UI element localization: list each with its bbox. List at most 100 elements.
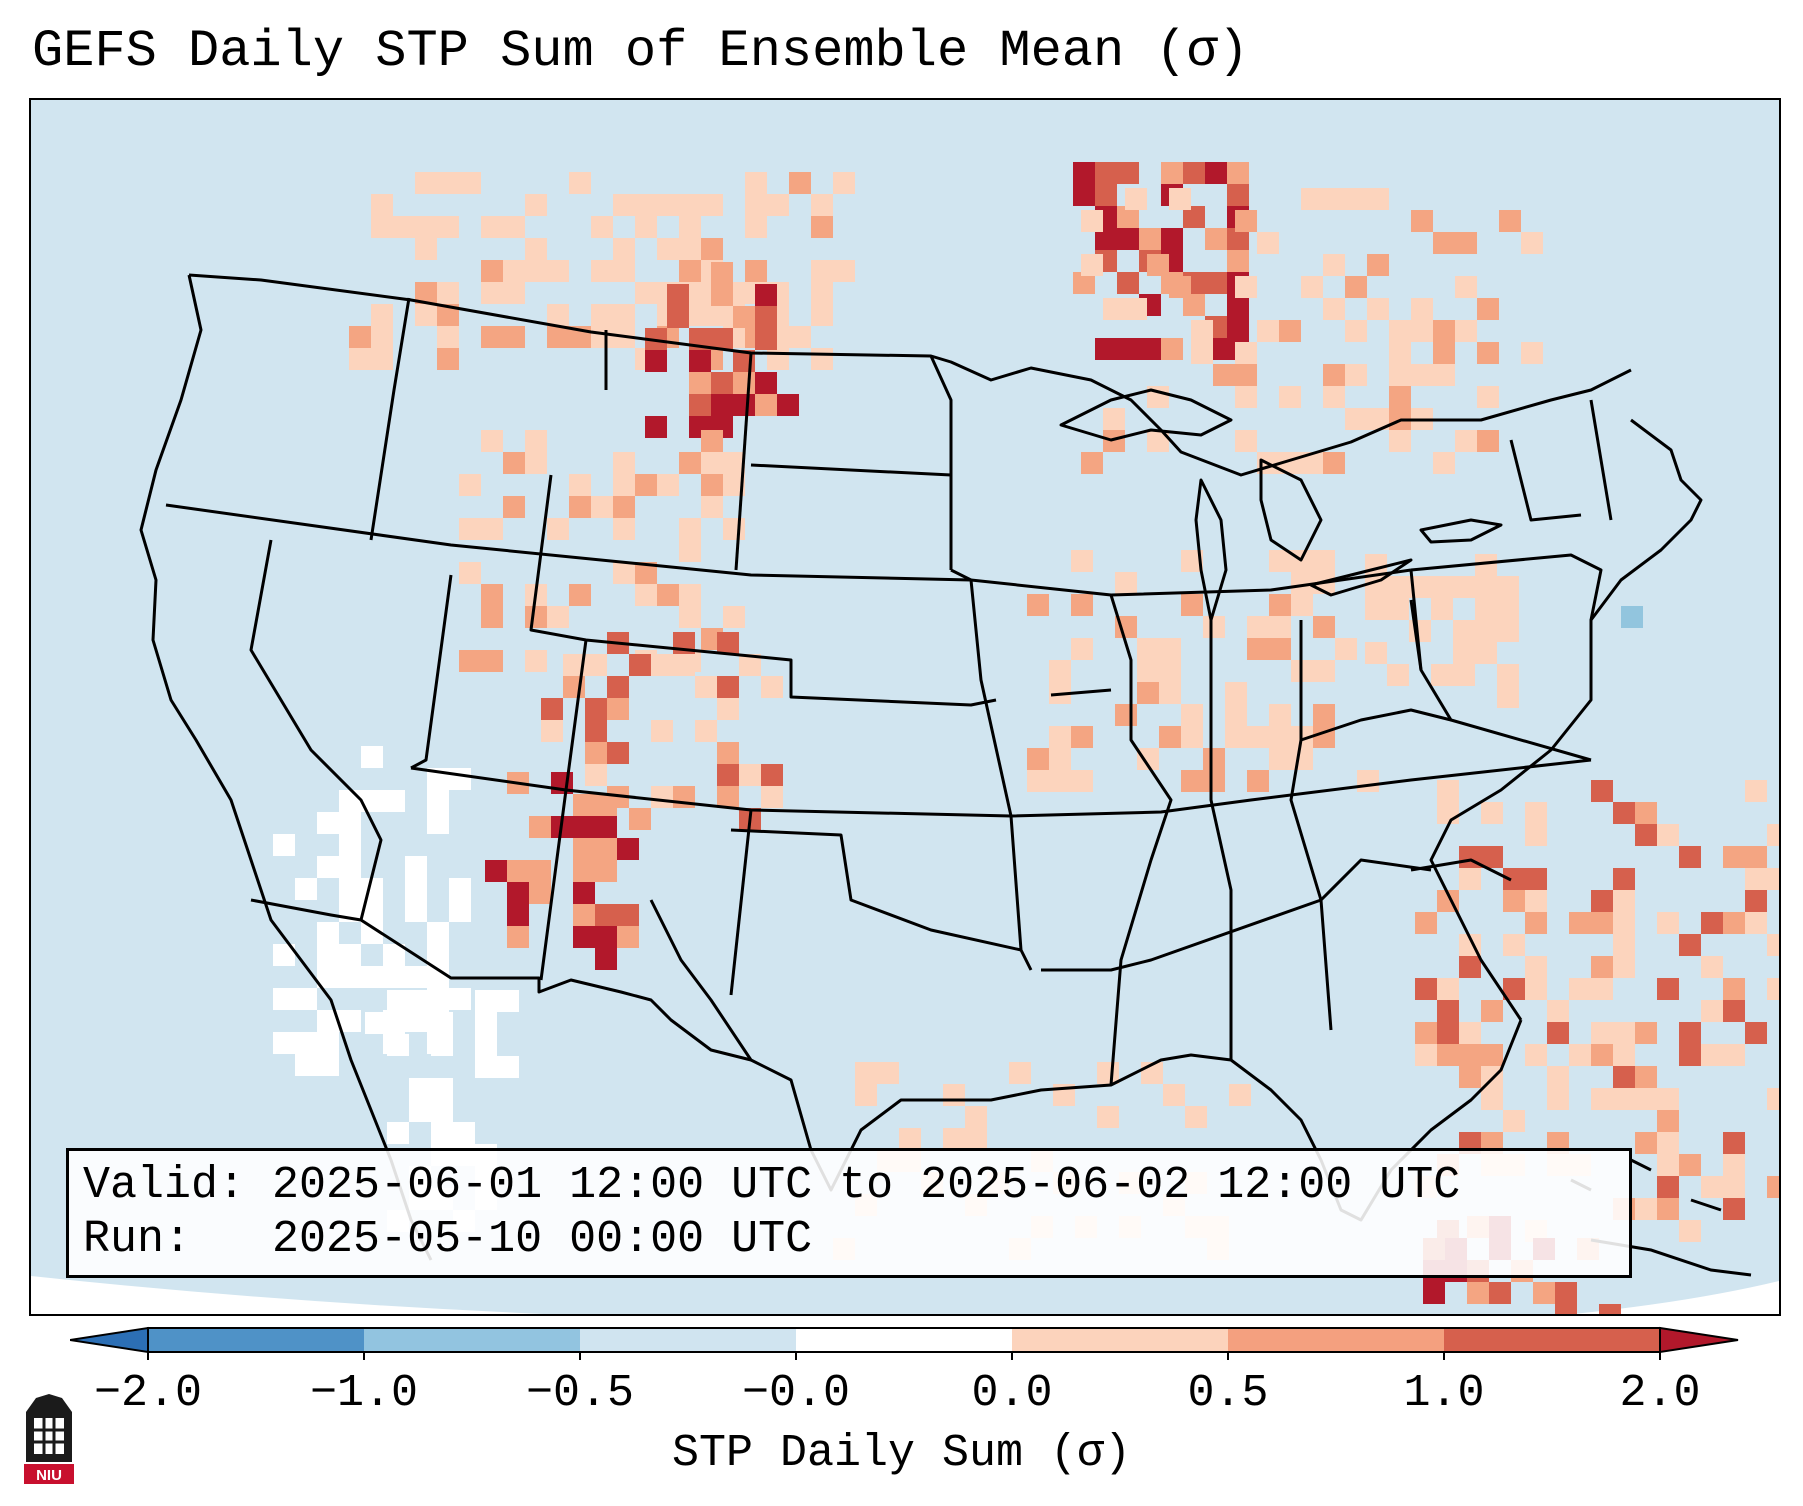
anomaly-cell: [481, 260, 503, 282]
anomaly-cell: [1547, 1022, 1569, 1044]
anomaly-cell: [525, 430, 547, 452]
map-panel[interactable]: [29, 98, 1781, 1316]
anomaly-cell: [1635, 1132, 1657, 1154]
anomaly-cell: [317, 1032, 339, 1054]
state-line: [1010, 758, 1592, 818]
anomaly-cell: [371, 194, 393, 216]
anomaly-cell: [689, 394, 711, 416]
anomaly-cell: [1181, 704, 1203, 726]
anomaly-cell: [1503, 934, 1525, 956]
state-line: [729, 809, 753, 996]
anomaly-cell: [1081, 452, 1103, 474]
anomaly-cell: [1367, 298, 1389, 320]
anomaly-cell: [1657, 1176, 1679, 1198]
anomaly-cell: [1147, 254, 1169, 276]
anomaly-cell: [1191, 320, 1213, 342]
anomaly-cell: [569, 172, 591, 194]
anomaly-cell: [1071, 550, 1093, 572]
anomaly-cell: [503, 216, 525, 238]
anomaly-cell: [1503, 868, 1525, 890]
anomaly-cell: [755, 306, 777, 328]
anomaly-cell: [1117, 206, 1139, 228]
anomaly-cell: [529, 816, 551, 838]
anomaly-cell: [717, 786, 739, 808]
anomaly-cell: [1701, 1044, 1723, 1066]
anomaly-cell: [1345, 320, 1367, 342]
anomaly-cell: [833, 260, 855, 282]
anomaly-cell: [943, 1128, 965, 1150]
colorbar-bin: [796, 1328, 1012, 1352]
anomaly-cell: [1345, 188, 1367, 210]
anomaly-cell: [415, 216, 437, 238]
anomaly-cell: [701, 474, 723, 496]
anomaly-cell: [1313, 550, 1335, 572]
state-line: [1050, 688, 1112, 697]
anomaly-cell: [1767, 868, 1779, 890]
anomaly-cell: [339, 856, 361, 878]
anomaly-cell: [1229, 1084, 1251, 1106]
anomaly-cell: [481, 282, 503, 304]
anomaly-cell: [525, 194, 547, 216]
anomaly-cell: [1323, 386, 1345, 408]
anomaly-cell: [1103, 298, 1125, 320]
anomaly-cell: [415, 172, 437, 194]
anomaly-cell: [573, 816, 595, 838]
domain-edge-area: [1573, 1280, 1779, 1314]
anomaly-cell: [273, 944, 295, 966]
anomaly-cell: [387, 1122, 409, 1144]
anomaly-cell: [449, 900, 471, 922]
anomaly-cell: [717, 698, 739, 720]
anomaly-cell: [1203, 770, 1225, 792]
anomaly-cell: [1497, 598, 1519, 620]
anomaly-cell: [1137, 660, 1159, 682]
anomaly-cell: [1247, 638, 1269, 660]
anomaly-cell: [1115, 704, 1137, 726]
anomaly-cell: [405, 900, 427, 922]
anomaly-cell: [387, 990, 409, 1012]
anomaly-cell: [427, 988, 449, 1010]
anomaly-cell: [1235, 342, 1257, 364]
anomaly-cell: [595, 838, 617, 860]
anomaly-cell: [777, 394, 799, 416]
anomaly-cell: [1389, 430, 1411, 452]
state-line: [1410, 553, 1603, 621]
anomaly-cell: [1027, 748, 1049, 770]
anomaly-cell: [1591, 1044, 1613, 1066]
anomaly-cell: [1767, 1176, 1779, 1198]
anomaly-cell: [569, 474, 591, 496]
anomaly-cell: [1657, 1154, 1679, 1176]
anomaly-cell: [497, 1056, 519, 1078]
state-line: [929, 355, 953, 570]
anomaly-cell: [1181, 550, 1203, 572]
run-label: Run:: [83, 1214, 192, 1265]
colorbar-outline: [147, 1327, 1661, 1353]
page-title: GEFS Daily STP Sum of Ensemble Mean (σ): [32, 22, 1249, 81]
anomaly-cell: [1431, 664, 1453, 686]
anomaly-cell: [459, 518, 481, 540]
anomaly-cell: [1723, 1176, 1745, 1198]
anomaly-cell: [679, 194, 701, 216]
anomaly-cell: [1415, 912, 1437, 934]
anomaly-cell: [1437, 1044, 1459, 1066]
anomaly-cell: [1161, 338, 1183, 360]
anomaly-cell: [1269, 638, 1291, 660]
anomaly-cell: [481, 326, 503, 348]
anomaly-cell: [789, 172, 811, 194]
anomaly-cell: [1389, 320, 1411, 342]
anomaly-cell: [525, 260, 547, 282]
anomaly-cell: [1247, 616, 1269, 638]
anomaly-cell: [1591, 1022, 1613, 1044]
anomaly-cell: [1095, 228, 1117, 250]
anomaly-cell: [755, 394, 777, 416]
anomaly-cell: [415, 304, 437, 326]
anomaly-cell: [1103, 430, 1125, 452]
anomaly-cell: [1525, 824, 1547, 846]
anomaly-cell: [1723, 1154, 1745, 1176]
anomaly-cell: [899, 1128, 921, 1150]
anomaly-cell: [1097, 1062, 1119, 1084]
anomaly-cell: [1455, 232, 1477, 254]
anomaly-cell: [1411, 320, 1433, 342]
anomaly-cell: [1613, 1022, 1635, 1044]
anomaly-cell: [507, 882, 529, 904]
anomaly-cell: [1533, 1282, 1555, 1304]
